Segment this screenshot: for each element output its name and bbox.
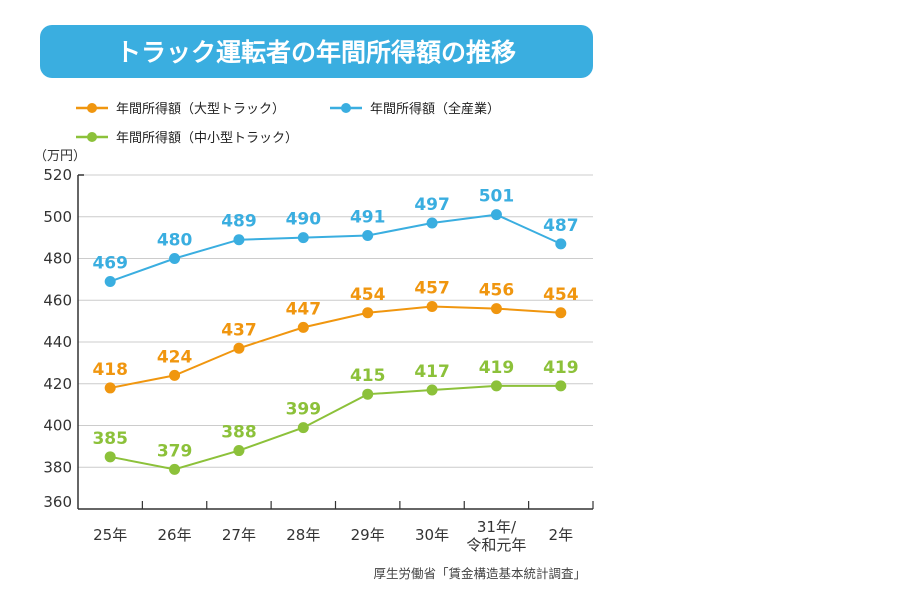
data-label: 388 xyxy=(221,423,257,443)
data-label: 456 xyxy=(479,281,515,301)
data-point xyxy=(233,445,245,457)
data-label: 385 xyxy=(92,429,128,449)
y-tick-label: 500 xyxy=(43,208,72,226)
data-label: 379 xyxy=(157,441,193,461)
y-tick-label: 460 xyxy=(43,291,72,309)
data-point xyxy=(490,380,502,392)
x-tick-label: 2年 xyxy=(549,526,574,544)
legend-label: 年間所得額（中小型トラック） xyxy=(116,130,298,146)
data-point xyxy=(104,275,116,287)
data-label: 419 xyxy=(543,358,579,378)
legend-marker-icon xyxy=(341,103,351,113)
grid xyxy=(78,174,593,468)
y-tick-label: 440 xyxy=(43,333,72,351)
series-1: 469 480 489 490 491 497 501 487 xyxy=(92,187,579,287)
data-point xyxy=(297,321,309,333)
x-tick-label: 31年/令和元年 xyxy=(466,518,526,554)
data-point xyxy=(490,303,502,315)
data-point xyxy=(555,238,567,250)
y-tick-label: 380 xyxy=(43,458,72,476)
data-label: 447 xyxy=(286,299,322,319)
data-label: 457 xyxy=(414,279,450,299)
data-label: 454 xyxy=(543,285,579,305)
y-axis-unit: （万円） xyxy=(34,149,86,164)
data-label: 480 xyxy=(157,231,193,251)
data-label: 491 xyxy=(350,208,386,228)
data-point xyxy=(490,209,502,221)
legend-marker-icon xyxy=(87,132,97,142)
data-label: 418 xyxy=(92,360,128,380)
data-point xyxy=(426,217,438,229)
series-line xyxy=(109,384,561,471)
data-point xyxy=(362,230,374,242)
x-tick-label: 29年 xyxy=(351,526,385,544)
data-point xyxy=(362,388,374,400)
data-label: 399 xyxy=(286,400,322,420)
legend-label: 年間所得額（全産業） xyxy=(370,101,500,117)
legend: 年間所得額（大型トラック） 年間所得額（全産業） 年間所得額（中小型トラック） xyxy=(76,101,500,146)
data-label: 489 xyxy=(221,212,257,232)
x-tick-label: 28年 xyxy=(286,526,320,544)
x-tick-label: 30年 xyxy=(415,526,449,544)
data-label: 424 xyxy=(157,347,193,367)
data-label: 497 xyxy=(414,195,450,215)
data-label: 501 xyxy=(479,187,515,207)
series-line xyxy=(109,305,561,389)
data-point xyxy=(169,253,181,264)
data-point xyxy=(104,451,116,463)
y-tick-label: 360 xyxy=(43,493,72,511)
title-banner xyxy=(40,25,593,78)
chart-title: トラック運転者の年間所得額の推移 xyxy=(116,38,516,67)
source-note: 厚生労働省「賃金構造基本統計調査」 xyxy=(373,566,586,581)
data-point xyxy=(233,342,245,354)
series-0: 418 424 437 447 454 457 456 454 xyxy=(92,279,579,394)
data-label: 454 xyxy=(350,285,386,305)
data-point xyxy=(362,307,374,319)
legend-item: 年間所得額（全産業） xyxy=(330,101,500,117)
series-2: 385 379 388 399 415 417 419 419 xyxy=(92,358,579,475)
legend-label: 年間所得額（大型トラック） xyxy=(116,101,285,117)
y-tick-label: 420 xyxy=(43,375,72,393)
data-label: 490 xyxy=(286,210,322,230)
data-label: 487 xyxy=(543,216,579,236)
axes: 520 500 480 460 440 420 400 380 360 25年 26年 27年 28年 2… xyxy=(43,166,594,554)
data-point xyxy=(426,384,438,396)
data-label: 415 xyxy=(350,366,386,386)
data-point xyxy=(297,422,309,434)
data-label: 417 xyxy=(414,362,450,382)
series-line xyxy=(109,213,562,283)
legend-item: 年間所得額（中小型トラック） xyxy=(76,130,298,146)
data-point xyxy=(169,369,181,381)
data-point xyxy=(169,463,181,475)
y-tick-label: 400 xyxy=(43,417,72,435)
y-tick-label: 520 xyxy=(43,166,72,184)
data-point xyxy=(297,232,309,244)
data-point xyxy=(555,380,567,392)
data-point xyxy=(104,382,116,394)
x-tick-label: 27年 xyxy=(222,526,256,544)
legend-marker-icon xyxy=(87,103,97,113)
data-point xyxy=(233,234,245,246)
data-label: 469 xyxy=(92,253,128,273)
data-point xyxy=(426,301,438,313)
y-tick-label: 480 xyxy=(43,250,72,268)
x-tick-label: 25年 xyxy=(93,526,127,544)
legend-item: 年間所得額（大型トラック） xyxy=(76,101,285,117)
data-point xyxy=(555,307,567,319)
data-label: 419 xyxy=(479,358,515,378)
data-label: 437 xyxy=(221,320,257,340)
x-tick-label: 26年 xyxy=(158,526,192,544)
